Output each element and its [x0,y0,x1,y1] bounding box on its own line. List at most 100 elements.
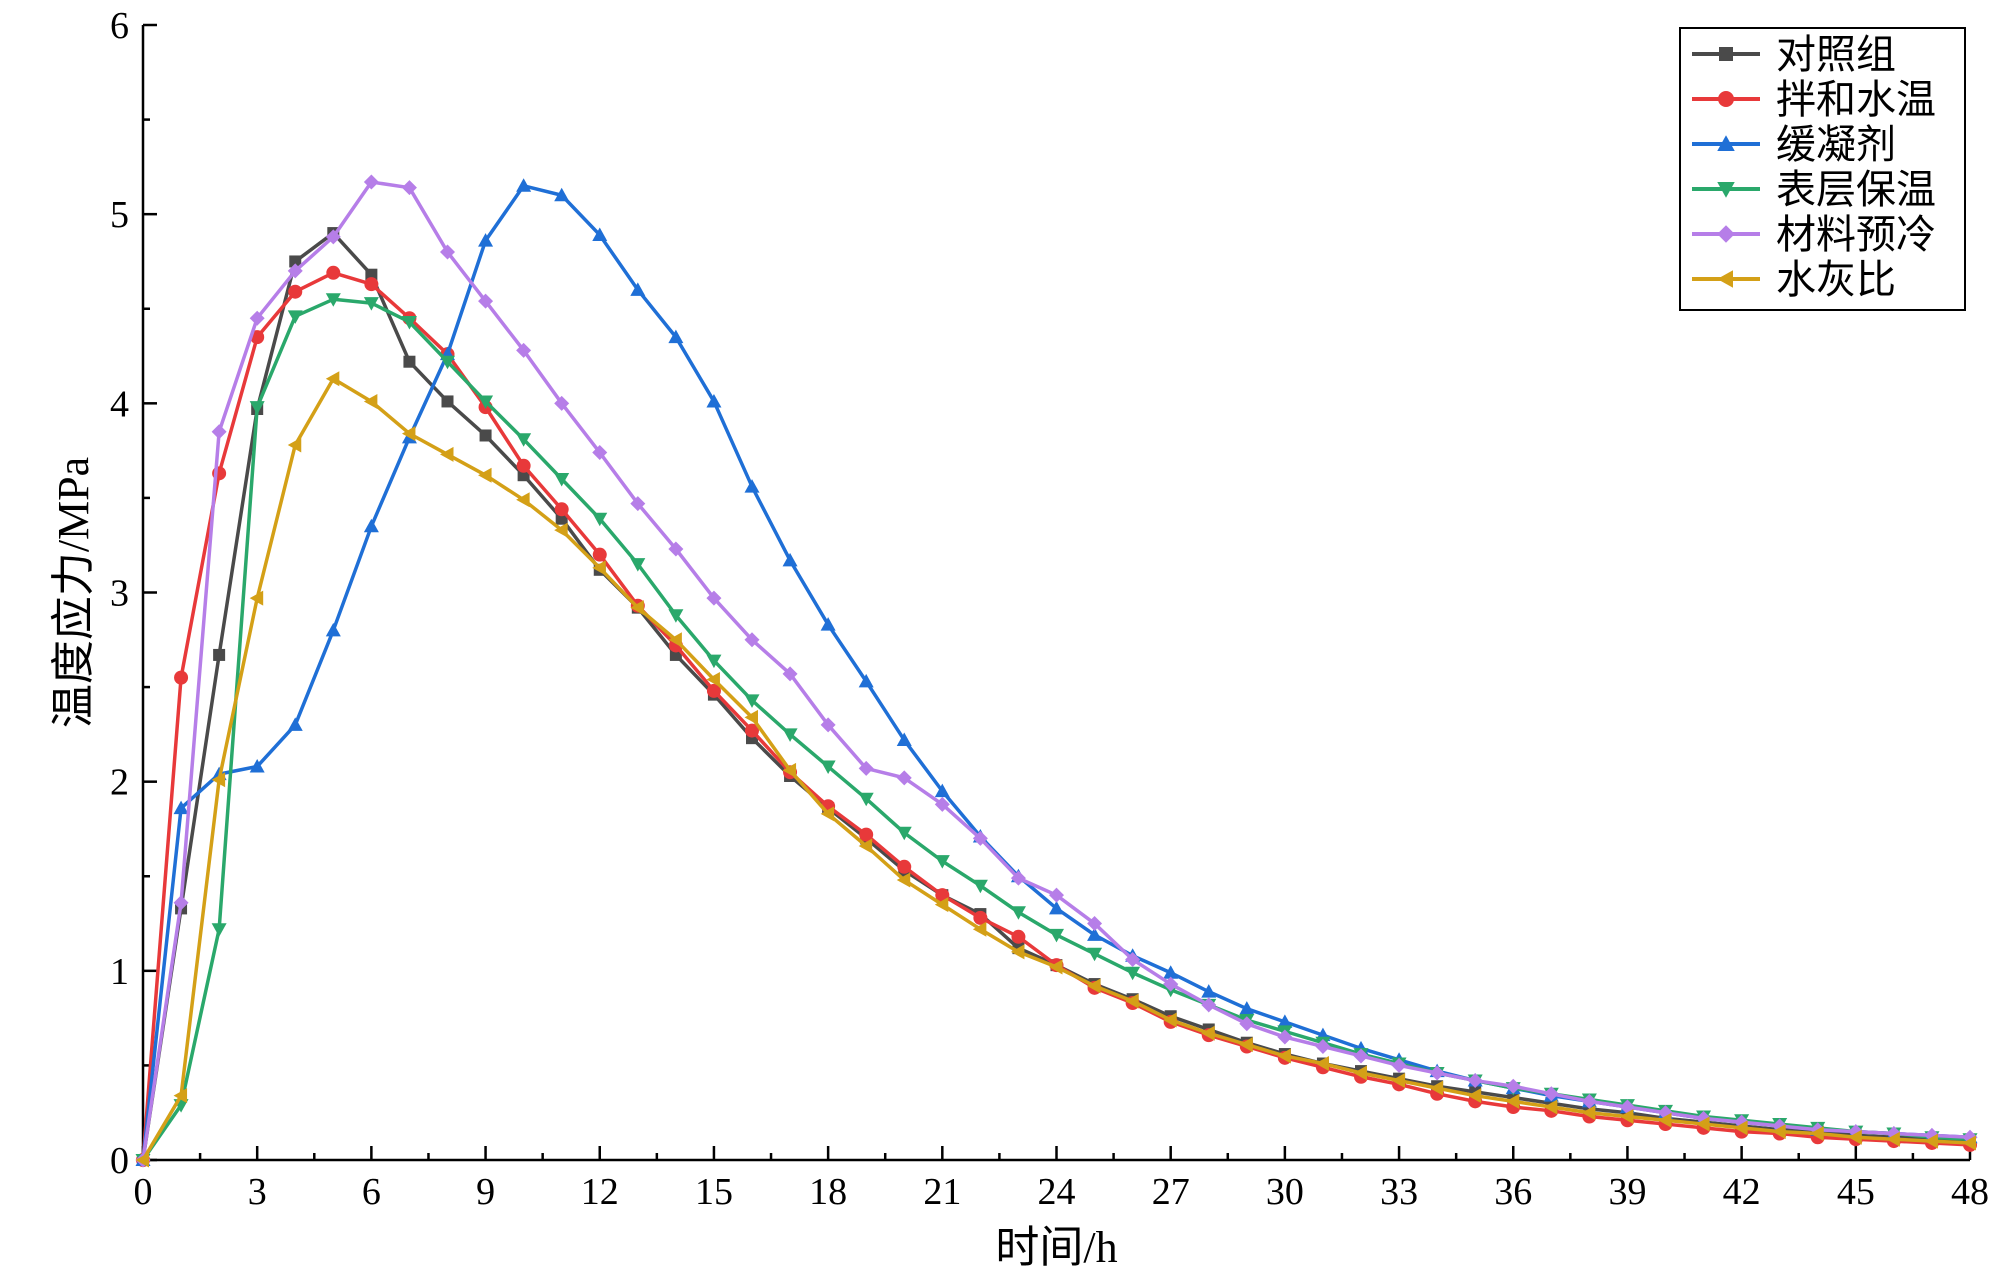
data-point [782,666,798,682]
y-tick-label: 2 [110,762,129,804]
legend-item: 水灰比 [1692,257,1896,302]
data-point [1886,1131,1900,1147]
data-point [1505,1078,1521,1094]
y-tick-label: 5 [110,194,129,236]
data-point [1201,984,1217,998]
data-point [363,174,379,190]
data-point [1239,1001,1255,1015]
data-point [1010,944,1025,960]
y-tick-label: 3 [110,573,129,615]
data-point [897,859,912,874]
data-point [479,429,492,442]
data-point [440,244,455,260]
data-point [592,512,608,527]
legend-label: 表层保温 [1776,167,1936,212]
data-point [1239,1016,1255,1032]
y-tick-label: 6 [110,5,129,47]
data-point [365,268,378,281]
data-point [934,796,950,812]
data-point [820,806,835,822]
data-point [1734,1120,1748,1136]
data-point [440,355,455,370]
data-point [1315,1056,1329,1072]
data-point [972,830,988,846]
data-point [592,445,608,461]
legend-marker [1718,91,1734,107]
data-point [325,229,341,245]
data-point [1049,887,1064,903]
data-point [1391,1073,1406,1089]
data-point [972,879,988,894]
series-1 [137,227,1976,1166]
data-point [555,512,568,525]
data-point [211,424,227,440]
data-point [592,227,608,241]
legend-label: 缓凝剂 [1776,122,1896,167]
data-point [401,180,417,196]
data-point [325,371,340,387]
data-point [211,923,227,937]
data-point [1467,1088,1482,1104]
data-point [820,760,836,775]
legend-marker [1717,135,1735,151]
data-point [1429,1065,1445,1081]
series-6 [135,371,1976,1168]
x-tick-label: 0 [134,1171,153,1213]
data-point [173,895,189,911]
data-point [554,502,569,517]
data-point [1049,900,1064,915]
x-tick-label: 36 [1494,1171,1532,1213]
data-point [744,694,760,708]
legend-item: 对照组 [1692,32,1896,77]
x-tick-label: 6 [362,1171,381,1213]
data-point [1011,929,1026,944]
data-point [668,632,682,648]
data-point [1658,1112,1672,1128]
data-point [1429,1080,1444,1096]
data-point [1772,1124,1786,1140]
data-point [1581,1105,1596,1121]
data-point [403,355,416,368]
data-point [782,552,798,567]
data-point [325,293,341,307]
data-point [934,783,950,798]
data-point [249,310,265,326]
legend-marker [1717,225,1735,243]
legend-item: 缓凝剂 [1692,122,1896,167]
data-point [1619,1108,1634,1124]
x-tick-label: 12 [581,1171,619,1213]
x-tick-label: 24 [1038,1171,1076,1213]
x-tick-label: 45 [1837,1171,1875,1213]
x-tick-label: 30 [1266,1171,1304,1213]
data-point [516,492,530,508]
data-point [516,178,532,192]
data-point [289,255,302,268]
data-point [554,395,570,411]
data-point [1353,1065,1367,1081]
series-line [141,297,1971,1161]
data-point [592,547,607,562]
legend-item: 拌和水温 [1692,77,1936,122]
data-point [858,760,874,776]
x-tick-label: 42 [1723,1171,1761,1213]
legend-item: 材料预冷 [1692,212,1936,257]
data-point [744,479,760,493]
data-point [1277,1029,1293,1045]
data-point [1277,1014,1293,1028]
data-point [1391,1057,1407,1073]
data-point [174,670,189,685]
data-point [668,541,684,557]
x-tick-label: 39 [1608,1171,1646,1213]
data-point [782,728,798,742]
data-point [288,284,303,299]
data-point [516,433,532,447]
data-point [249,590,264,606]
data-point [287,437,302,453]
series-line [141,376,1971,1161]
data-point [401,426,416,442]
x-tick-label: 15 [695,1171,733,1213]
data-point [1049,928,1064,943]
data-point [1010,906,1026,920]
